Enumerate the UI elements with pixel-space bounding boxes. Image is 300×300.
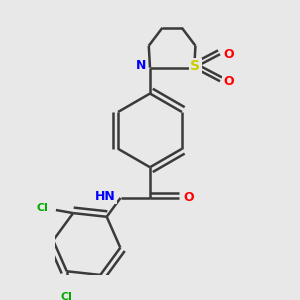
Text: Cl: Cl [37, 202, 49, 213]
Text: Cl: Cl [61, 292, 73, 300]
Text: O: O [183, 191, 194, 205]
Text: O: O [223, 48, 234, 61]
Text: HN: HN [95, 190, 116, 203]
Text: S: S [190, 59, 200, 73]
Text: O: O [223, 75, 234, 88]
Text: N: N [136, 59, 146, 72]
